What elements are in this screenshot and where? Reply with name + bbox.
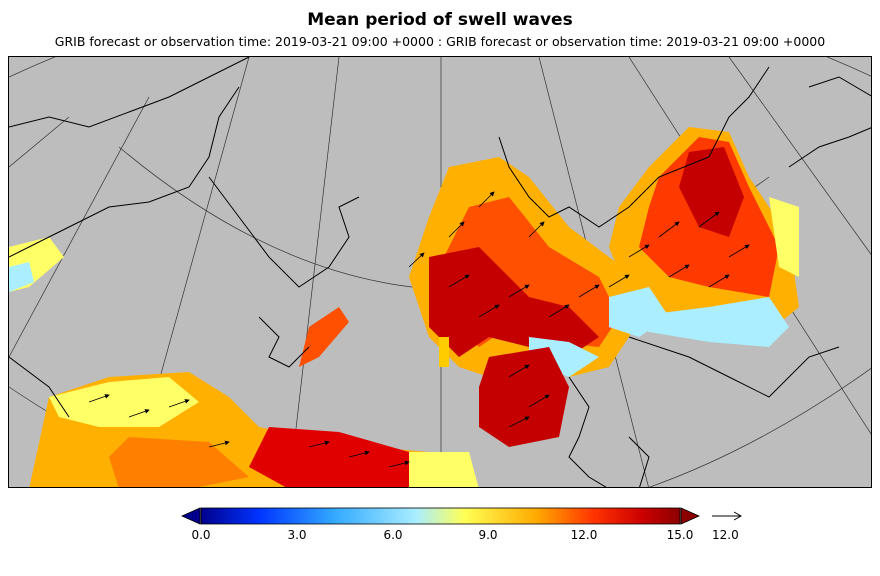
colorbar-tick-label: 0.0 (191, 528, 211, 542)
colorbar-tick-label: 12.0 (570, 528, 598, 542)
swell-direction-arrows (88, 191, 750, 468)
map-title: Mean period of swell waves (307, 10, 573, 30)
colorbar-tick-label: 15.0 (666, 528, 694, 542)
map-subtitle: GRIB forecast or observation time: 2019-… (54, 34, 826, 49)
arrow-right-icon (712, 511, 743, 521)
colorbar-max-triangle (680, 507, 700, 525)
map-canvas (9, 57, 871, 487)
colorbar-tick-label: 9.0 (478, 528, 498, 542)
colorbar-gradient (200, 507, 681, 525)
colorbar (181, 507, 700, 525)
colorbar-min-triangle (181, 507, 201, 525)
map-frame (8, 56, 872, 488)
vector-reference-label: 12.0 (712, 528, 739, 542)
swell-period-field (9, 127, 799, 487)
colorbar-tick-label: 3.0 (287, 528, 307, 542)
colorbar-tick-label: 6.0 (383, 528, 403, 542)
coastlines (9, 57, 871, 487)
